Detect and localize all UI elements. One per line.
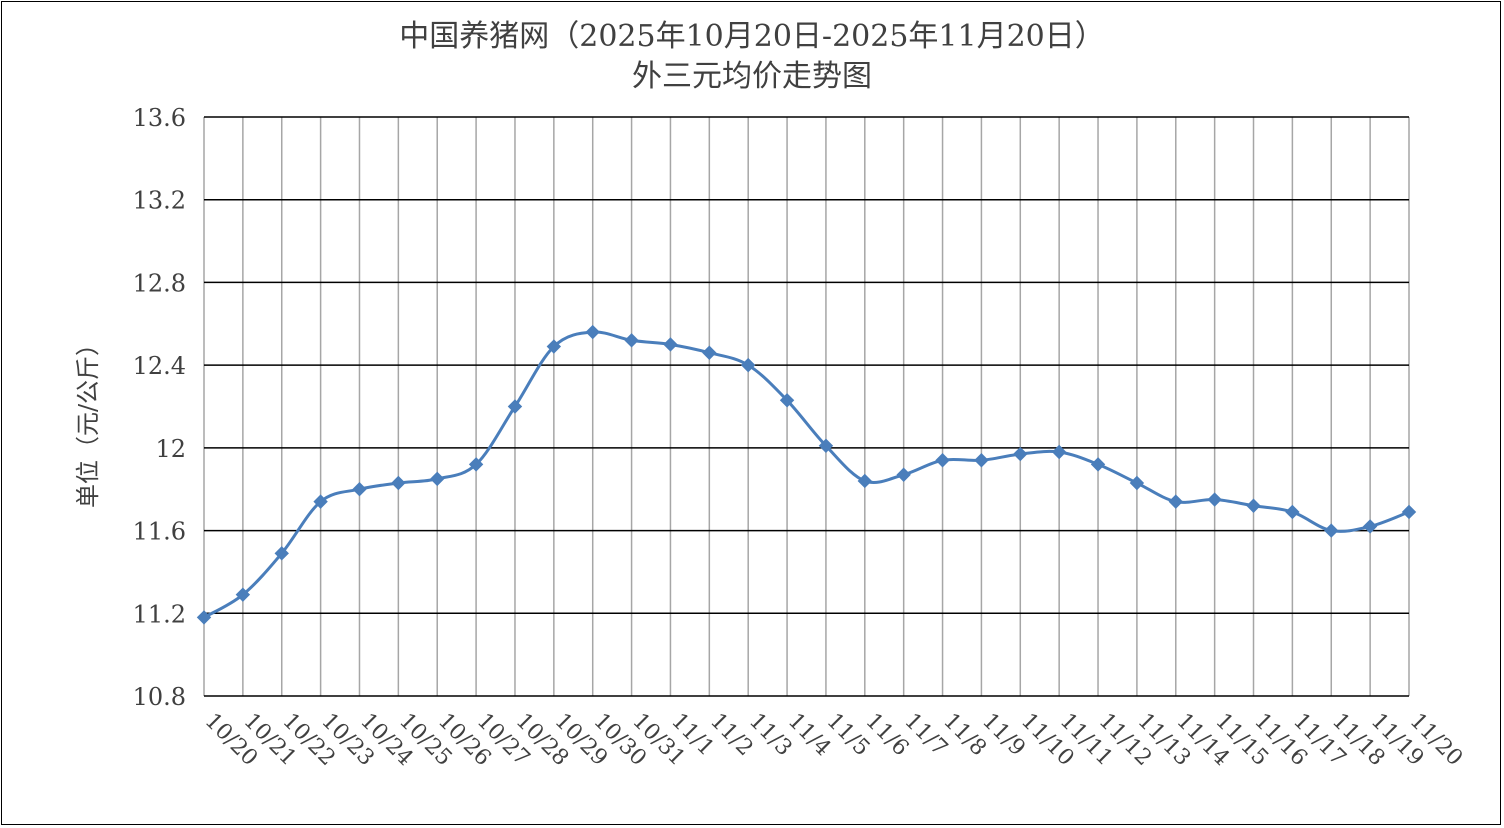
- data-point-marker: [624, 333, 639, 348]
- data-point-marker: [352, 482, 367, 497]
- data-point-marker: [235, 587, 251, 602]
- data-point-marker: [1207, 492, 1222, 507]
- x-tick-label: 11/9: [977, 709, 1030, 762]
- data-point-marker: [196, 610, 212, 625]
- y-tick-label: 13.6: [133, 104, 186, 132]
- series-price: [196, 324, 1417, 625]
- data-point-marker: [1129, 475, 1145, 491]
- data-point-marker: [663, 337, 678, 352]
- data-point-marker: [585, 324, 600, 340]
- x-tick-labels: 10/2010/2110/2210/2310/2410/2510/2610/27…: [200, 709, 1468, 772]
- chart-title: 中国养猪网（2025年10月20日-2025年11月20日）: [399, 19, 1105, 54]
- data-point-marker: [740, 357, 756, 373]
- y-tick-label: 13.2: [133, 187, 186, 215]
- x-tick-label: 11/8: [938, 709, 991, 762]
- data-point-marker: [1324, 523, 1339, 538]
- data-point-marker: [313, 494, 328, 509]
- data-point-marker: [702, 345, 717, 360]
- y-tick-label: 12: [155, 435, 186, 463]
- data-point-marker: [430, 471, 445, 487]
- data-point-marker: [391, 475, 406, 491]
- data-point-marker: [974, 453, 989, 468]
- data-point-marker: [1051, 444, 1067, 460]
- series-line: [203, 330, 1410, 619]
- y-tick-label: 12.8: [133, 269, 186, 297]
- chart-subtitle: 外三元均价走势图: [632, 59, 872, 94]
- data-point-marker: [896, 467, 911, 482]
- y-tick-label: 11.2: [133, 600, 186, 628]
- data-point-marker: [818, 438, 834, 453]
- data-point-marker: [935, 453, 950, 468]
- data-point-marker: [1168, 494, 1183, 509]
- data-point-marker: [779, 393, 795, 408]
- x-tick-label: 11/4: [783, 709, 836, 762]
- y-axis-label: 单位（元/公斤）: [74, 332, 102, 508]
- x-tick-label: 11/5: [822, 709, 875, 762]
- data-point-marker: [857, 473, 873, 489]
- x-tick-label: 11/2: [705, 709, 758, 762]
- x-tick-label: 11/3: [744, 709, 797, 762]
- data-point-marker: [1401, 504, 1417, 520]
- data-point-marker: [1362, 519, 1378, 534]
- x-tick-label: 11/6: [861, 709, 914, 762]
- data-point-marker: [468, 457, 484, 472]
- data-point-marker: [274, 546, 289, 561]
- data-point-marker: [1285, 504, 1300, 520]
- grid-lines: [203, 116, 1410, 697]
- x-tick-label: 11/7: [899, 709, 952, 762]
- data-point-marker: [1246, 498, 1261, 513]
- y-tick-label: 10.8: [133, 683, 186, 711]
- data-point-marker: [1090, 457, 1106, 472]
- data-point-marker: [507, 399, 523, 414]
- data-point-marker: [1013, 446, 1028, 462]
- data-point-marker: [546, 339, 562, 354]
- y-tick-label: 12.4: [133, 352, 186, 380]
- y-tick-labels: 10.8 11.2 11.6 12 12.4 12.8 13.2 13.6: [133, 104, 186, 711]
- y-tick-label: 11.6: [133, 518, 186, 546]
